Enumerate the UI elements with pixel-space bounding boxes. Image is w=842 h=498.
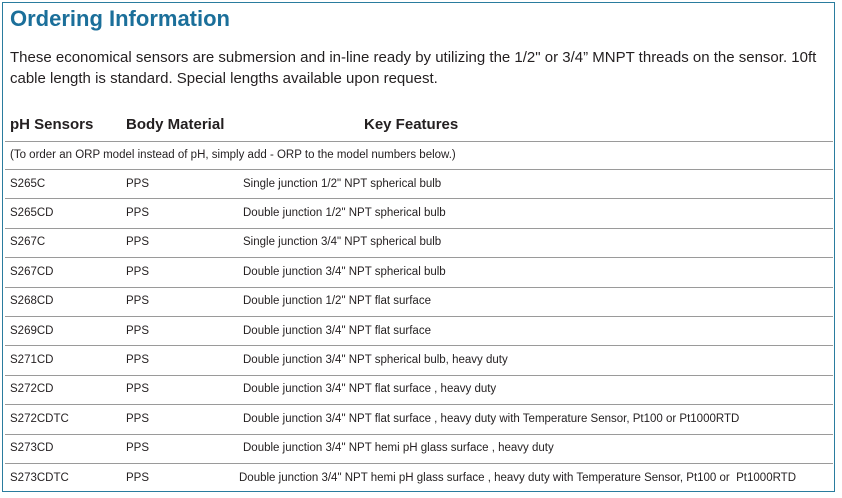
features: Double junction 3/4" NPT spherical bulb,… [243,353,508,366]
material: PPS [126,206,150,219]
rule [5,374,833,376]
rule [5,141,833,142]
model: S273CD [10,442,54,455]
model: S269CD [10,324,54,337]
model: S273CDTC [10,471,69,484]
rule [5,345,833,347]
column-header: Key Features [364,116,459,133]
rule [5,286,833,288]
model: S265C [10,177,46,190]
features: Single junction 1/2" NPT spherical bulb [243,177,442,190]
rule [5,198,833,200]
model: S268CD [10,295,54,308]
features: Double junction 1/2" NPT spherical bulb [243,206,446,219]
rule [5,257,833,259]
material: PPS [126,265,150,278]
rule [5,433,833,435]
features: Double junction 3/4" NPT flat surface , … [243,412,740,425]
features: Double junction 3/4" NPT flat surface , … [243,383,497,396]
model: S271CD [10,353,54,366]
features: Double junction 3/4" NPT hemi pH glass s… [239,471,797,484]
material: PPS [126,295,150,308]
title: Ordering Information [10,6,230,31]
material: PPS [126,412,150,425]
intro: These economical sensors are submersion … [10,49,817,87]
material: PPS [126,324,150,337]
material: PPS [126,236,150,249]
model: S272CDTC [10,412,69,425]
rule [5,404,833,406]
features: Double junction 1/2" NPT flat surface [243,295,431,308]
rule [5,227,833,229]
material: PPS [126,353,150,366]
model: S267C [10,236,46,249]
material: PPS [126,177,150,190]
features: Double junction 3/4" NPT spherical bulb [243,265,446,278]
features: Single junction 3/4" NPT spherical bulb [243,236,442,249]
material: PPS [126,383,150,396]
frame [2,2,835,492]
material: PPS [126,442,150,455]
model: S267CD [10,265,54,278]
model: S272CD [10,383,54,396]
column-header: pH Sensors [10,116,94,133]
rule [5,463,833,464]
model: S265CD [10,206,54,219]
features: Double junction 3/4" NPT hemi pH glass s… [243,442,554,455]
rule [5,316,833,317]
features: Double junction 3/4" NPT flat surface [243,324,431,337]
note: (To order an ORP model instead of pH, si… [10,149,456,161]
rule [5,169,833,170]
material: PPS [126,471,150,484]
column-header: Body Material [126,116,225,133]
